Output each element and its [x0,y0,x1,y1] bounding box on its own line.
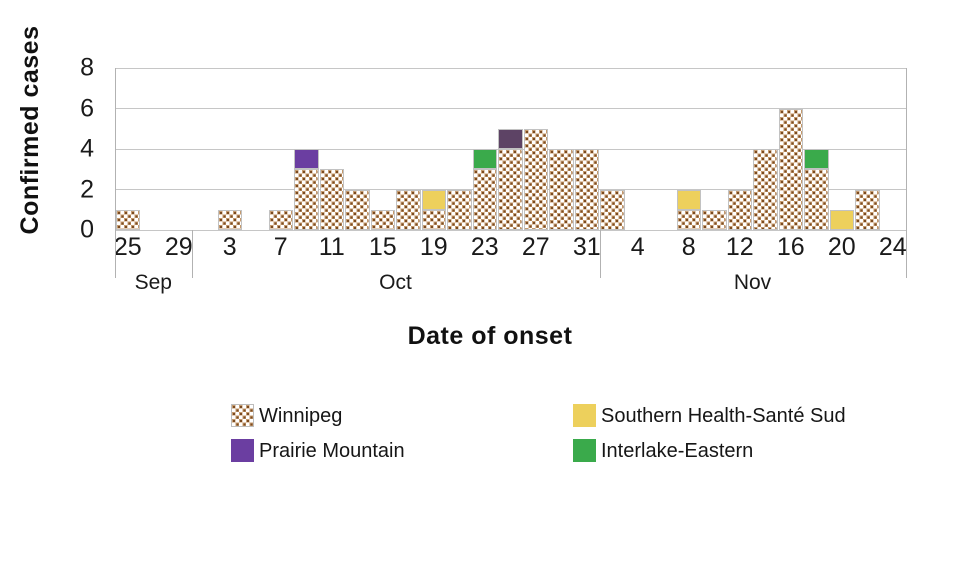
bar-segment-prairie-mountain [294,149,319,170]
plot-right-border [905,68,907,230]
y-tick-label: 4 [80,134,94,163]
month-label: Sep [134,271,172,294]
bar-segment-interlake-eastern [804,149,829,170]
bar-segment-winnipeg [447,189,472,230]
bar-segment-winnipeg [345,189,370,230]
legend-swatch-prairie-mountain [231,439,254,462]
bar-segment-winnipeg [549,149,574,230]
bar-segment-southern-health-sant-sud [421,189,446,210]
bar-segment-winnipeg [702,209,727,230]
x-tick-label: 4 [630,233,645,261]
month-divider [115,230,116,278]
x-tick-label: 27 [521,233,550,261]
x-tick-label: 31 [572,233,601,261]
bar-segment-winnipeg [778,108,803,230]
y-tick-label: 2 [80,175,94,203]
bar-segment-winnipeg [217,209,242,230]
x-tick-label: 7 [273,233,288,261]
bar-segment-winnipeg [370,209,395,230]
bar-segment-winnipeg [472,169,497,230]
x-tick-label: 29 [164,233,193,261]
month-label: Oct [379,271,412,294]
x-tick-label: 12 [725,233,754,261]
x-axis-title: Date of onset [407,322,573,350]
x-tick-label: 8 [681,233,696,261]
x-tick-label: 24 [878,233,907,261]
x-tick-label: 3 [222,233,237,261]
bar-segment-winnipeg [676,209,701,230]
bar-segment-winnipeg [498,149,523,230]
month-divider [191,230,193,278]
bar-segment-southern-health-sant-sud [676,189,701,210]
bar-segment-winnipeg [523,128,548,230]
legend-swatch-interlake-eastern [573,439,596,462]
bar-segment-winnipeg [600,189,625,230]
legend-label-winnipeg: Winnipeg [259,404,343,427]
month-divider [599,230,601,278]
bar-segment-winnipeg [855,189,880,230]
bar-segment-winnipeg [804,169,829,230]
month-divider [905,230,907,278]
legend-label-southern-health-sant-sud: Southern Health-Santé Sud [601,404,846,427]
x-tick-label: 15 [368,233,397,261]
grid-line [115,229,906,231]
x-tick-label: 19 [419,233,448,261]
bar-segment-winnipeg [574,149,599,230]
grid-line [115,67,906,69]
grid-line [115,108,906,109]
bar-segment-winnipeg [294,169,319,230]
bar-segment-prairie-mountain [498,128,523,149]
bar-segment-southern-health-sant-sud [829,209,854,230]
bar-segment-interlake-eastern [472,149,497,170]
y-tick-label: 6 [80,94,94,122]
legend-label-prairie-mountain: Prairie Mountain [259,439,405,462]
x-tick-label: 16 [776,233,805,261]
bar-segment-winnipeg [319,169,344,230]
legend-swatch-winnipeg [231,404,254,427]
bar-segment-winnipeg [753,149,778,230]
y-tick-label: 8 [80,53,94,82]
bar-segment-winnipeg [268,209,293,230]
legend-label-interlake-eastern: Interlake-Eastern [601,439,754,462]
x-tick-label: 20 [827,233,856,261]
month-label: Nov [733,271,772,294]
x-tick-label: 23 [470,233,499,261]
x-tick-label: 11 [318,233,345,261]
bar-segment-winnipeg [727,189,752,230]
y-tick-label: 0 [80,215,94,244]
bar-segment-winnipeg [115,209,140,230]
bar-segment-winnipeg [421,209,446,230]
y-axis-line [115,68,116,230]
legend-swatch-southern-health-sant-sud [573,404,596,427]
bar-segment-winnipeg [396,189,421,230]
x-tick-label: 25 [113,233,142,261]
